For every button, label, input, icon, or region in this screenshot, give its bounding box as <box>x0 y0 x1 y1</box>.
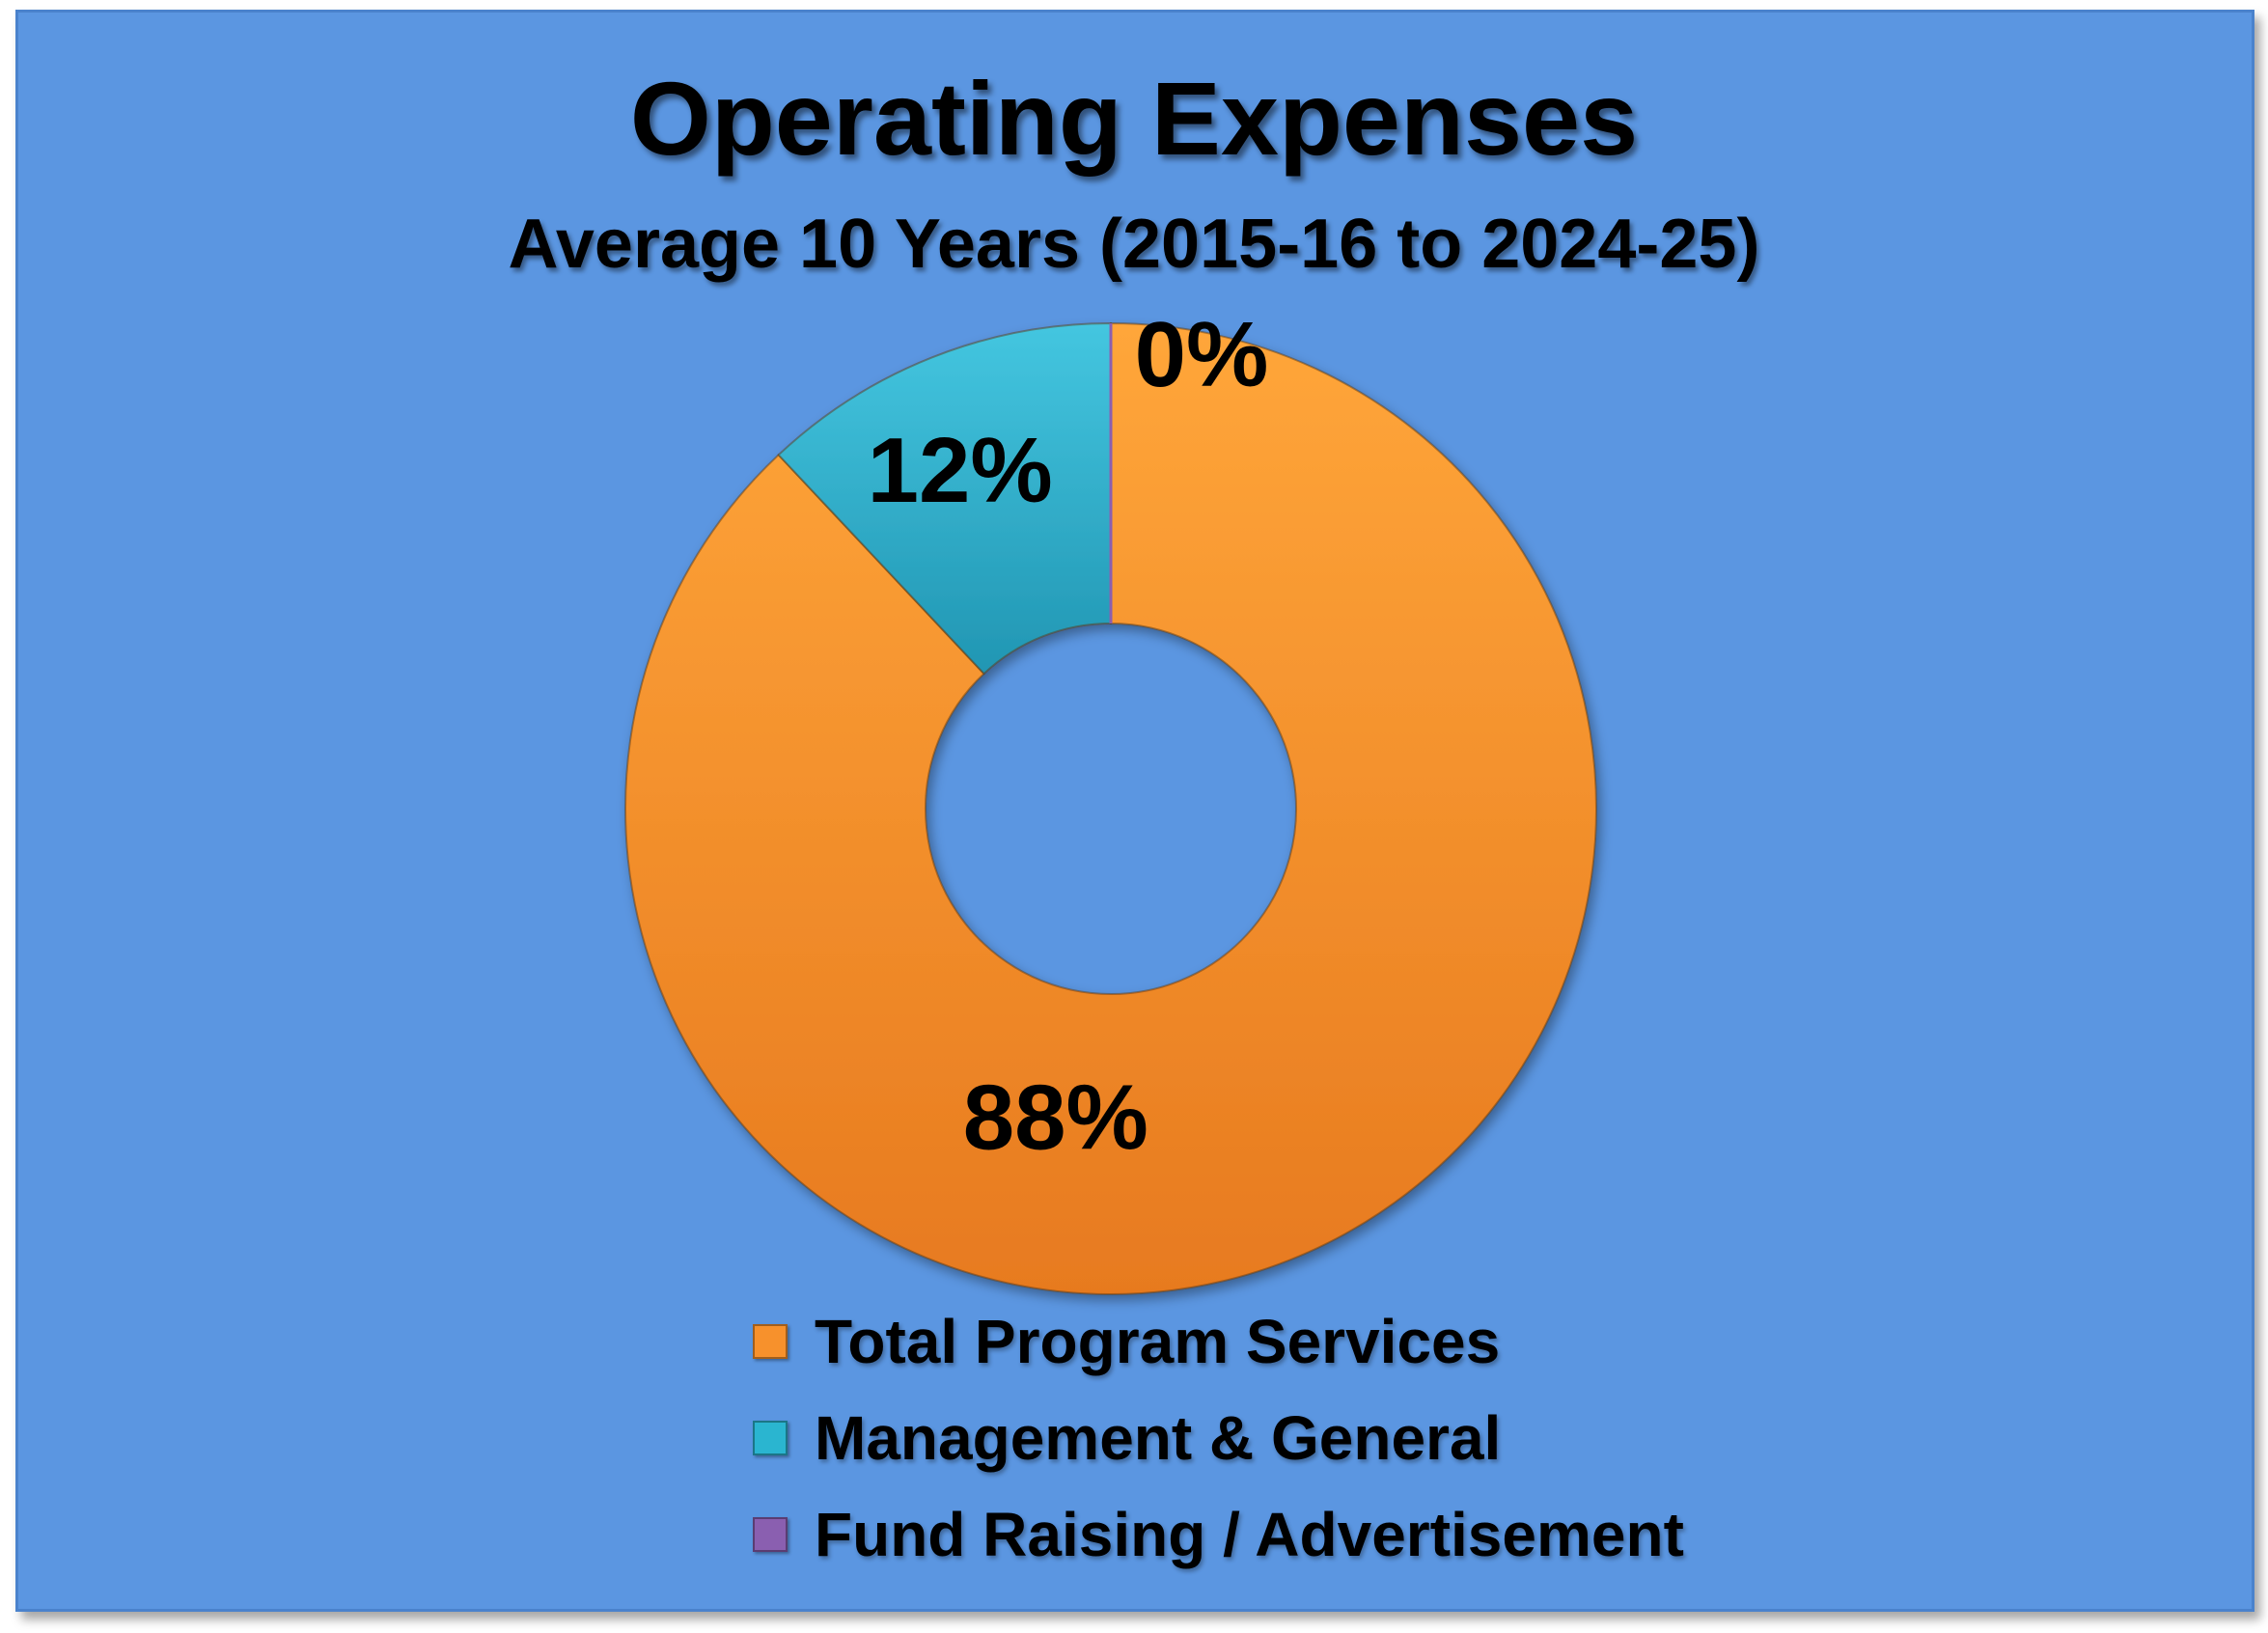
legend-swatch <box>753 1421 788 1455</box>
legend-item-total-program-services: Total Program Services <box>753 1293 1684 1390</box>
data-label-total-program-services: 88% <box>963 1066 1148 1169</box>
chart-frame <box>15 10 2254 1612</box>
legend-swatch <box>753 1324 788 1359</box>
slice-total-program-services <box>624 321 1597 1295</box>
legend-label: Total Program Services <box>815 1307 1501 1376</box>
legend-swatch <box>753 1517 788 1552</box>
chart-title: Operating Expenses <box>629 60 1639 177</box>
legend-item-fund-raising-advertisement: Fund Raising / Advertisement <box>753 1486 1684 1583</box>
legend-item-management-general: Management & General <box>753 1390 1684 1486</box>
data-label-management-general: 12% <box>868 419 1053 522</box>
legend-label: Fund Raising / Advertisement <box>815 1500 1684 1569</box>
legend: Total Program Services Management & Gene… <box>753 1293 1684 1583</box>
legend-label: Management & General <box>815 1403 1502 1473</box>
slice-management-general <box>777 321 1112 676</box>
chart-subtitle: Average 10 Years (2015-16 to 2024-25) <box>508 206 1760 283</box>
data-label-fund-raising-advertisement: 0% <box>1135 303 1269 406</box>
